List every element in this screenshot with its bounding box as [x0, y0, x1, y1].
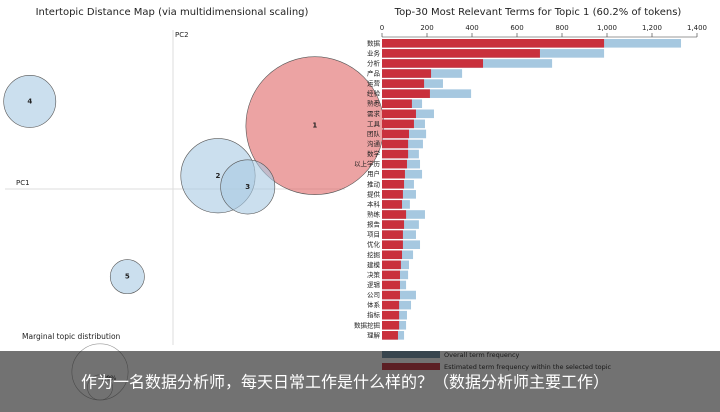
term-label: 经验 — [367, 89, 381, 98]
term-bar — [382, 200, 403, 209]
topic-bubble — [109, 259, 145, 295]
pc1-label: PC1 — [16, 179, 30, 187]
term-bar — [382, 310, 400, 320]
term-bar — [382, 210, 407, 219]
term-label: 挖掘 — [367, 250, 381, 259]
x-tick-label: 1,200 — [642, 24, 662, 32]
term-label: 分析 — [367, 58, 381, 67]
term-label: 熟悉 — [367, 99, 381, 108]
term-label: 以上学历 — [354, 159, 381, 168]
term-bar — [382, 129, 409, 139]
size-legend-title: Marginal topic distribution — [22, 332, 121, 341]
term-bar — [382, 169, 405, 179]
x-tick-label: 400 — [465, 24, 478, 32]
term-bar — [382, 260, 401, 270]
term-bar — [382, 280, 400, 290]
term-bar — [382, 290, 400, 300]
x-tick-label: 800 — [555, 24, 568, 32]
x-tick-label: 600 — [510, 24, 523, 32]
topic-label: 5 — [125, 273, 130, 281]
term-label: 数据 — [367, 38, 381, 47]
term-bar — [382, 320, 400, 330]
term-label: 体系 — [367, 300, 381, 309]
term-label: 熟练 — [367, 209, 381, 218]
x-tick-label: 0 — [380, 24, 384, 32]
term-label: 逻辑 — [367, 280, 381, 289]
topic-label: 3 — [245, 183, 250, 191]
x-tick-label: 1,000 — [597, 24, 617, 32]
x-tick-label: 1,400 — [687, 24, 707, 32]
term-label: 建模 — [367, 260, 381, 269]
term-label: 数学 — [367, 149, 381, 158]
term-bar — [382, 230, 403, 239]
term-label: 工具 — [367, 120, 381, 128]
term-bar — [382, 109, 416, 119]
x-tick-label: 200 — [420, 24, 433, 32]
term-label: 数据挖掘 — [354, 320, 381, 329]
pc2-label: PC2 — [175, 31, 189, 39]
term-bar — [382, 300, 400, 310]
term-bar — [382, 49, 540, 58]
term-bar — [382, 139, 409, 149]
caption: 作为一名数据分析师，每天日常工作是什么样的？（数据分析师主要工作） — [81, 373, 609, 392]
topic-label: 2 — [216, 172, 221, 180]
term-label: 项目 — [367, 231, 380, 239]
term-bar — [382, 149, 409, 159]
topic-label: 4 — [27, 97, 32, 105]
term-bar — [382, 240, 403, 249]
bar-title: Top-30 Most Relevant Terms for Topic 1 (… — [394, 7, 682, 18]
term-label: 优化 — [367, 240, 381, 249]
term-bar — [382, 159, 407, 169]
term-label: 决策 — [367, 270, 381, 279]
term-label: 业务 — [367, 48, 381, 57]
topic-bubble — [3, 74, 57, 128]
term-bar — [382, 331, 398, 340]
term-label: 用户 — [367, 169, 380, 178]
term-bar — [382, 179, 405, 189]
term-label: 理解 — [367, 330, 381, 339]
term-bar — [382, 69, 432, 78]
term-bar — [382, 89, 430, 98]
term-bar — [382, 220, 405, 229]
term-bar — [382, 270, 400, 280]
caption-band — [0, 351, 720, 412]
term-label: 需求 — [367, 109, 381, 118]
topic-label: 1 — [312, 122, 317, 130]
term-bar — [382, 79, 425, 88]
topic-bubble — [220, 159, 276, 215]
term-label: 公司 — [367, 291, 380, 299]
term-bar — [382, 119, 414, 129]
term-bar — [382, 250, 403, 260]
term-label: 产品 — [367, 69, 380, 78]
term-label: 运营 — [367, 79, 381, 88]
term-label: 推动 — [367, 179, 381, 188]
term-label: 指标 — [367, 310, 381, 319]
term-bar — [382, 59, 484, 68]
term-bar — [382, 190, 403, 199]
term-label: 提供 — [367, 189, 381, 198]
term-bar — [382, 39, 605, 48]
map-title: Intertopic Distance Map (via multidimens… — [36, 7, 309, 18]
term-label: 沟通 — [367, 139, 381, 148]
term-label: 团队 — [367, 129, 381, 138]
term-bar — [382, 99, 412, 109]
term-label: 本科 — [367, 199, 381, 208]
term-label: 报告 — [367, 220, 381, 229]
